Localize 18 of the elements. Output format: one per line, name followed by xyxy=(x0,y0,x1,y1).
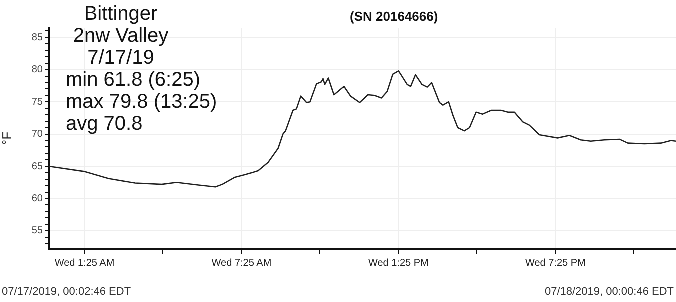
y-tick-label: 75 xyxy=(32,96,44,108)
y-tick-label: 70 xyxy=(32,129,44,140)
annotation: min 61.8 (6:25) xyxy=(66,69,202,91)
annotation: max 79.8 (13:25) xyxy=(66,91,218,113)
y-tick-label: 80 xyxy=(32,64,44,76)
y-axis-title: °F xyxy=(0,132,14,146)
x-tick-label: Wed 7:25 AM xyxy=(212,258,272,269)
x-tick-label: Wed 1:25 AM xyxy=(54,258,115,269)
y-tick-label: 65 xyxy=(32,161,44,172)
text: 07/18/2019, 00:00:46 EDT xyxy=(544,286,674,298)
y-tick-label: 55 xyxy=(32,226,44,237)
chart-subtitle: (SN 20164666) xyxy=(350,9,438,24)
x-tick-label: Wed 7:25 PM xyxy=(525,258,586,269)
annotation: avg 70.8 xyxy=(66,113,144,135)
y-tick-label: 85 xyxy=(32,32,44,44)
text: 07/17/2019, 00:02:46 EDT xyxy=(2,286,132,298)
x-tick-label: Wed 1:25 PM xyxy=(368,258,429,269)
y-tick-label: 60 xyxy=(32,193,44,204)
